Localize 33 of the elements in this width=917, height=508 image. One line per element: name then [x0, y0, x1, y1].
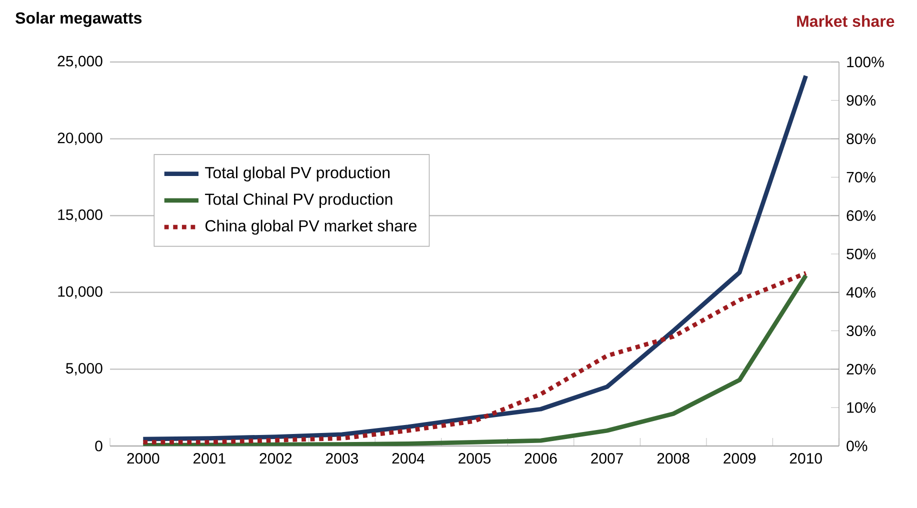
x-tick-label: 2006: [524, 453, 557, 464]
x-tick-label: 2008: [657, 453, 690, 464]
y-tick-label: 15,000: [58, 209, 102, 222]
legend-label: China global PV market share: [206, 220, 416, 235]
y2-tick-label: 100%: [847, 56, 884, 68]
y-axis-title: Solar megawatts: [16, 12, 142, 27]
y-tick-label: 20,000: [58, 132, 102, 145]
y-tick-label: 5,000: [66, 362, 102, 376]
x-tick-label: 2003: [326, 453, 358, 464]
x-tick-label: 2001: [193, 453, 226, 464]
y2-tick-label: 50%: [846, 248, 876, 260]
y2-tick-label: 30%: [846, 325, 876, 336]
y-tick-label: 25,000: [58, 56, 102, 68]
x-tick-label: 2009: [724, 453, 756, 464]
x-tick-label: 2005: [458, 453, 491, 464]
legend-label: Total Chinal PV production: [205, 193, 392, 208]
x-tick-label: 2007: [591, 453, 623, 464]
y2-axis-title: Market share: [797, 15, 894, 27]
x-tick-label: 2004: [392, 453, 424, 464]
x-tick-label: 2002: [260, 453, 292, 464]
y2-tick-label: 80%: [846, 133, 876, 144]
y2-tick-label: 0%: [846, 440, 868, 452]
x-tick-label: 2010: [790, 453, 822, 464]
legend-label: Total global PV production: [205, 166, 390, 182]
y2-tick-label: 40%: [846, 287, 876, 298]
y2-tick-label: 10%: [847, 402, 876, 413]
y2-tick-label: 90%: [846, 95, 876, 106]
y2-tick-label: 20%: [846, 364, 876, 375]
y2-tick-label: 70%: [846, 172, 876, 183]
y-tick-label: 10,000: [58, 286, 102, 299]
x-tick-label: 2000: [127, 453, 160, 464]
y-tick-label: 0: [95, 440, 102, 452]
y2-tick-label: 60%: [846, 210, 876, 221]
